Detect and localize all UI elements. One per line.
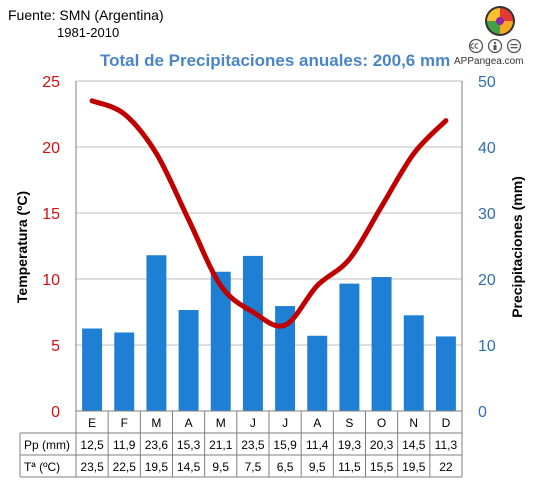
- category-label: S: [345, 416, 353, 430]
- precip-bar: [178, 310, 199, 411]
- precip-bar: [403, 315, 424, 411]
- category-label: F: [121, 416, 128, 430]
- data-cell: 11,5: [338, 460, 361, 474]
- data-cell: 14,5: [177, 460, 201, 474]
- row-header: Tª (ºC): [24, 460, 60, 474]
- right-tick-label: 0: [478, 404, 487, 421]
- data-cell: 15,5: [370, 460, 394, 474]
- precip-bar: [339, 283, 360, 411]
- data-cell: 15,9: [273, 438, 297, 452]
- category-label: M: [151, 416, 161, 430]
- chart-title: Total de Precipitaciones anuales: 200,6 …: [100, 51, 451, 70]
- left-tick-label: 5: [51, 338, 60, 355]
- category-label: D: [442, 416, 451, 430]
- category-label: A: [185, 416, 193, 430]
- data-table: E F M A M J J A S O N D Pp (mm) 12,5 11,9 23,6 15,3 21,1 2…: [19, 411, 463, 478]
- data-cell: 15,3: [177, 438, 201, 452]
- brand-label[interactable]: APPangea.com: [454, 56, 524, 67]
- data-cell: 23,5: [80, 460, 104, 474]
- data-cell: 11,9: [113, 438, 136, 452]
- right-tick-label: 30: [478, 206, 496, 223]
- left-axis-label: Temperatura (ºC): [14, 191, 30, 303]
- left-tick-label: 0: [51, 404, 60, 421]
- puzzle-globe-icon[interactable]: [480, 4, 520, 38]
- precip-bar: [146, 255, 167, 411]
- right-axis-label: Precipitaciones (mm): [509, 176, 525, 318]
- data-cell: 19,5: [145, 460, 169, 474]
- data-cell: 12,5: [80, 438, 104, 452]
- right-tick-label: 50: [478, 74, 496, 91]
- data-cell: 19,3: [338, 438, 362, 452]
- gridlines: [76, 80, 462, 346]
- precip-bar: [275, 306, 296, 411]
- category-label: N: [409, 416, 418, 430]
- data-cell: 7,5: [245, 460, 262, 474]
- precip-bar: [307, 335, 328, 411]
- source-note: Fuente: SMN (Argentina): [8, 7, 164, 23]
- data-cell: 11,3: [435, 438, 458, 452]
- creative-commons-icon: [468, 38, 522, 54]
- right-tick-label: 40: [478, 140, 496, 157]
- left-tick-label: 10: [42, 272, 60, 289]
- data-cell: 20,3: [370, 438, 394, 452]
- category-label: J: [282, 416, 288, 430]
- precip-bar: [371, 277, 392, 411]
- data-cell: 6,5: [277, 460, 294, 474]
- left-axis-ticks: 0 5 10 15 20 25: [42, 74, 60, 421]
- precipitation-bars: [82, 255, 456, 411]
- precip-bar: [242, 255, 263, 411]
- data-cell: 23,6: [145, 438, 169, 452]
- data-cell: 19,5: [402, 460, 426, 474]
- precip-bar: [114, 332, 135, 411]
- temperature-line: [89, 98, 449, 329]
- left-tick-label: 20: [42, 140, 60, 157]
- data-cell: 23,5: [241, 438, 265, 452]
- category-label: M: [216, 416, 226, 430]
- precip-bar: [435, 336, 456, 411]
- data-cell: 22,5: [113, 460, 137, 474]
- precip-bar: [210, 271, 231, 411]
- category-label: O: [377, 416, 386, 430]
- data-cell: 11,4: [306, 438, 329, 452]
- right-axis-ticks: 0 10 20 30 40 50: [478, 74, 496, 421]
- data-cell: 9,5: [212, 460, 229, 474]
- left-tick-label: 25: [42, 74, 60, 91]
- row-header: Pp (mm): [24, 438, 70, 452]
- precip-bar: [82, 328, 103, 411]
- data-cell: 21,1: [209, 438, 233, 452]
- category-label: E: [88, 416, 96, 430]
- right-tick-label: 10: [478, 338, 496, 355]
- left-tick-label: 15: [42, 206, 60, 223]
- period-note: 1981-2010: [57, 25, 120, 40]
- data-cell: 14,5: [402, 438, 426, 452]
- right-tick-label: 20: [478, 272, 496, 289]
- data-cell: 9,5: [309, 460, 326, 474]
- category-label: A: [313, 416, 321, 430]
- data-cell: 22: [439, 460, 453, 474]
- category-label: J: [250, 416, 256, 430]
